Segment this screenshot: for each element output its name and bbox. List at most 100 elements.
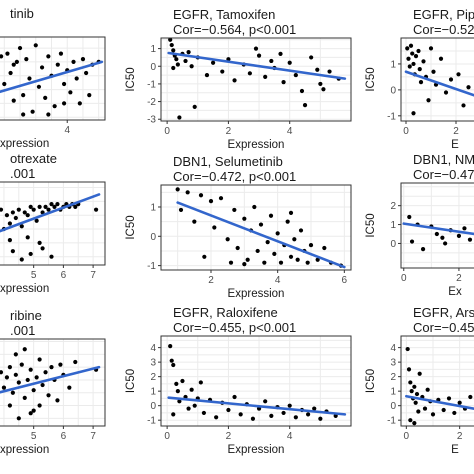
data-point (269, 413, 274, 418)
data-point (288, 210, 294, 215)
data-point (43, 370, 48, 375)
data-point (309, 55, 314, 60)
data-point (258, 222, 264, 227)
panel-6: DBN1, NMSCor=−0.470, p 0 2 0 1 2 IC50 Ex (365, 152, 474, 298)
panel-subtitle: Cor=−0.523, p (413, 22, 474, 37)
data-point (169, 358, 174, 363)
x-tick-label: 2 (208, 275, 214, 286)
data-point (22, 395, 27, 400)
data-point (418, 79, 424, 85)
data-point (30, 109, 35, 114)
data-point (16, 207, 21, 212)
data-point (192, 104, 197, 109)
x-tick-label: 2 (226, 126, 232, 137)
x-axis-label: Ex (448, 286, 462, 298)
data-point (411, 111, 416, 116)
data-point (27, 76, 32, 81)
data-point (186, 406, 191, 411)
data-point (171, 412, 176, 417)
data-point (318, 81, 323, 87)
data-point (7, 365, 12, 370)
data-point (416, 48, 421, 54)
data-point (192, 403, 197, 408)
data-point (174, 381, 179, 387)
data-point (84, 70, 89, 76)
x-axis-label: Expression (228, 444, 285, 456)
data-point (430, 412, 436, 417)
y-tick-label: -3 (147, 115, 156, 126)
data-point (25, 235, 30, 240)
data-point (457, 400, 462, 405)
data-point (278, 51, 283, 56)
data-point (446, 396, 452, 401)
y-tick-label: 3 (390, 358, 396, 369)
data-point (2, 81, 7, 87)
data-point (298, 228, 304, 233)
data-point (414, 391, 420, 397)
data-point (409, 239, 415, 244)
data-point (315, 257, 320, 262)
data-point (80, 57, 86, 62)
data-point (28, 251, 33, 257)
data-point (434, 231, 439, 237)
data-point (171, 362, 176, 368)
data-point (250, 416, 256, 421)
data-point (208, 199, 214, 204)
plot-background (0, 339, 105, 426)
x-tick-label: 4 (287, 126, 293, 137)
data-point (177, 115, 182, 120)
panel-border (0, 181, 106, 266)
y-tick-label: 0 (150, 232, 156, 243)
data-point (281, 80, 286, 85)
y-axis-label: IC50 (365, 213, 377, 237)
data-point (171, 65, 176, 71)
data-point (55, 202, 60, 207)
x-tick-label: 2 (457, 431, 463, 442)
data-point (13, 215, 18, 221)
panel-border (160, 37, 352, 122)
data-point (263, 74, 268, 79)
data-point (28, 367, 33, 372)
panel-border (0, 338, 106, 427)
regression-line (0, 365, 101, 394)
data-point (10, 249, 15, 254)
data-point (46, 207, 51, 212)
data-point (49, 254, 54, 259)
x-tick-label: 0 (164, 431, 170, 442)
data-point (285, 219, 290, 224)
data-point (4, 213, 10, 218)
y-tick-label: -1 (147, 79, 156, 90)
data-point (305, 260, 310, 265)
data-point (405, 346, 410, 352)
data-point (49, 202, 54, 207)
panel-border (400, 37, 474, 122)
data-point (407, 64, 412, 69)
data-point (411, 61, 416, 67)
data-point (255, 248, 260, 254)
plot-background (0, 182, 105, 265)
x-tick-label: 0 (404, 431, 410, 442)
regression-line (0, 193, 101, 233)
panel-title: DBN1, Selumetinib (173, 154, 283, 169)
data-point (22, 347, 27, 352)
data-point (0, 54, 4, 59)
regression-line (176, 201, 346, 269)
data-point (407, 214, 412, 220)
data-point (175, 62, 180, 67)
data-point (232, 207, 237, 213)
data-point (417, 67, 422, 72)
data-point (210, 60, 216, 65)
data-point (299, 88, 305, 94)
data-point (308, 242, 314, 248)
y-tick-label: 0 (390, 401, 396, 412)
data-point (93, 207, 99, 212)
regression-line (404, 70, 474, 97)
y-tick-label: 1 (390, 59, 396, 70)
x-tick-label: 5 (31, 270, 37, 281)
y-axis-label: IC50 (365, 67, 377, 91)
data-point (452, 410, 457, 416)
data-point (74, 76, 79, 81)
data-point (4, 375, 10, 380)
x-tick-label: 0 (164, 126, 170, 137)
